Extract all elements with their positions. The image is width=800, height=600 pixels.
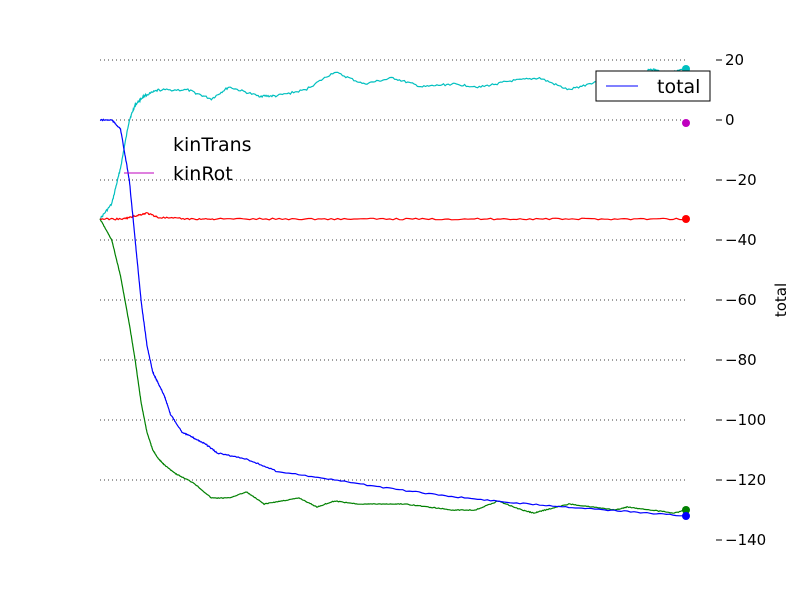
grid-lines bbox=[100, 59, 686, 481]
y-tick-label: −100 bbox=[725, 411, 766, 429]
y-tick-label: −80 bbox=[725, 351, 757, 369]
y-tick-label: −40 bbox=[725, 231, 757, 249]
floating-labels: kinTrans kinRot bbox=[124, 134, 252, 185]
endpoint-kinrot bbox=[682, 119, 690, 127]
y-tick-label: 0 bbox=[725, 111, 735, 129]
series-line-total bbox=[99, 118, 687, 517]
series-line-red bbox=[99, 212, 687, 221]
legend: total bbox=[595, 70, 711, 102]
endpoint-green bbox=[682, 506, 690, 514]
legend-label-total: total bbox=[657, 76, 700, 98]
y-tick-label: 20 bbox=[725, 51, 744, 69]
label-kintrans: kinTrans bbox=[173, 134, 252, 156]
y-tick-label: −60 bbox=[725, 291, 757, 309]
endpoint-total bbox=[682, 512, 690, 520]
y-tick-label: −120 bbox=[725, 471, 766, 489]
y-axis: 20 0 −20 −40 −60 −80 −100 −120 −140 bbox=[716, 51, 766, 549]
y-tick-label: −20 bbox=[725, 171, 757, 189]
y-tick-label: −140 bbox=[725, 531, 766, 549]
y-axis-label: total bbox=[772, 283, 790, 317]
endpoint-red bbox=[682, 215, 690, 223]
label-kinrot: kinRot bbox=[173, 163, 233, 185]
series-line-green bbox=[99, 218, 686, 514]
